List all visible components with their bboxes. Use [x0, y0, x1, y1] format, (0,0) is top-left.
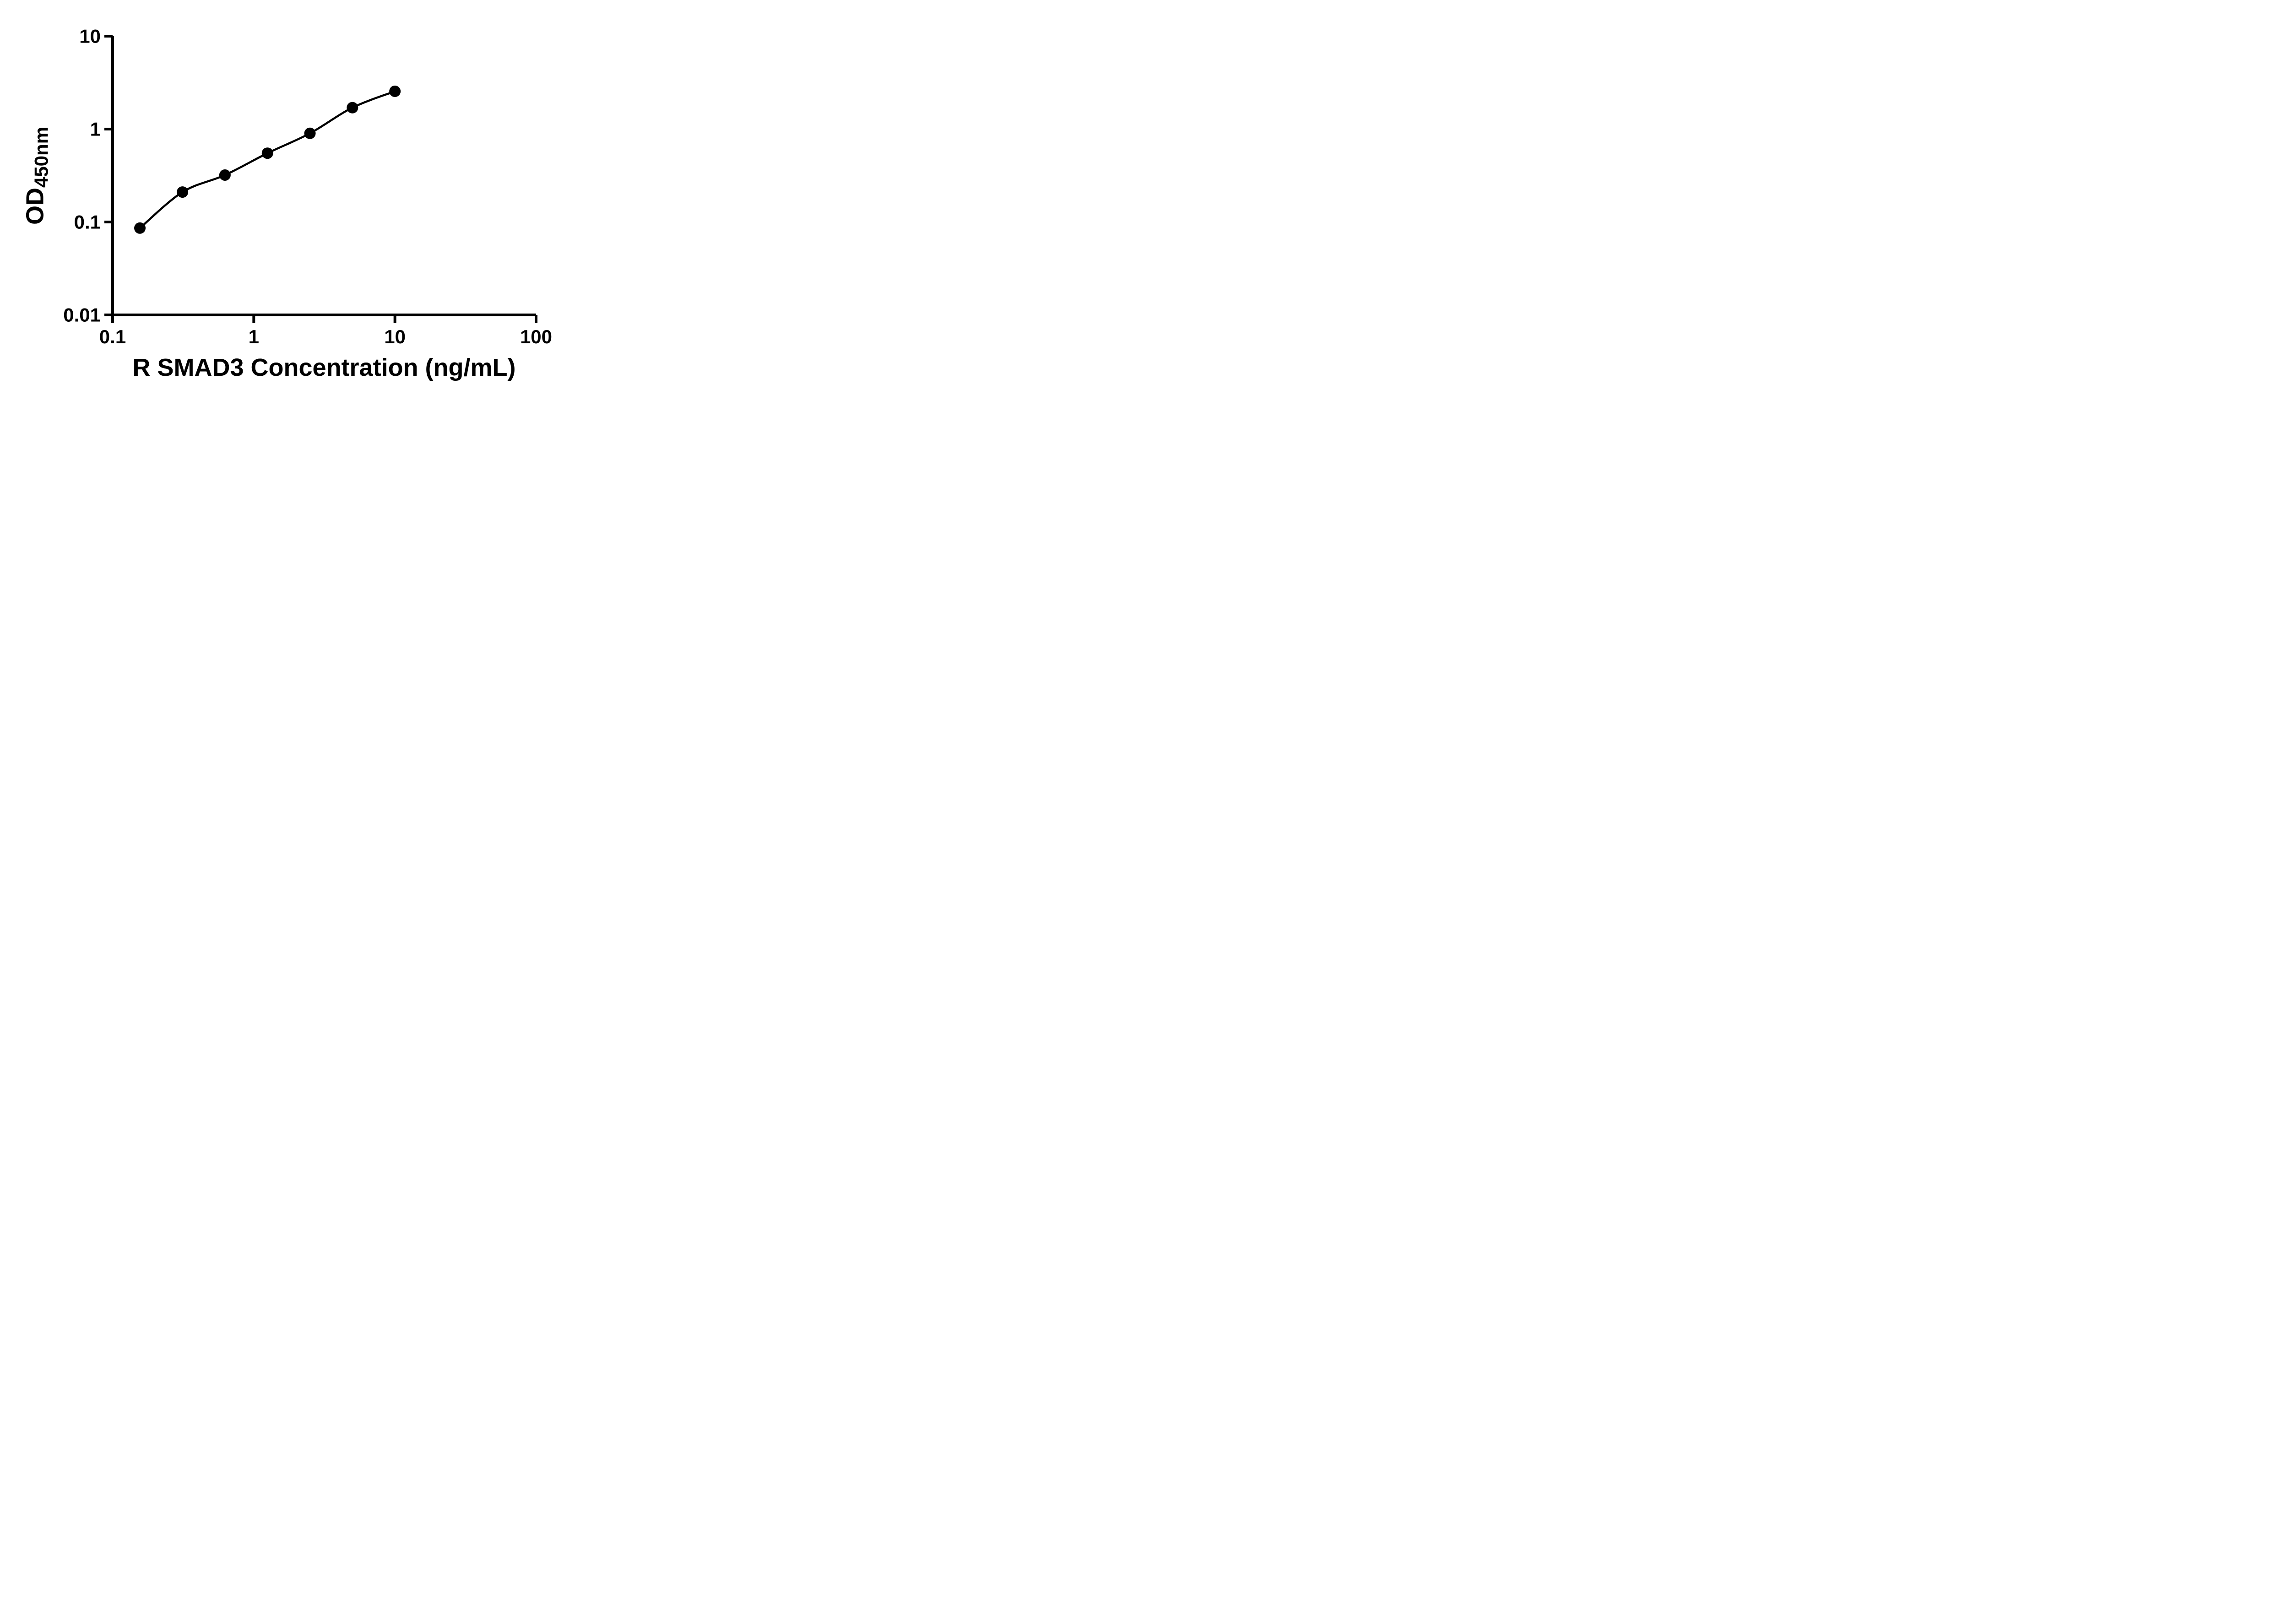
data-point — [304, 127, 316, 139]
y-tick-label: 10 — [79, 26, 101, 47]
data-point — [389, 85, 401, 97]
data-point — [219, 169, 231, 181]
y-axis-label-subscript: 450nm — [30, 126, 52, 188]
data-point — [177, 186, 189, 198]
y-tick-label: 0.1 — [74, 211, 101, 233]
y-axis-label-main: OD — [21, 188, 49, 225]
x-tick-label: 1 — [249, 326, 259, 347]
x-tick-label: 10 — [384, 326, 406, 347]
x-tick-label: 100 — [520, 326, 552, 347]
x-axis-label: R SMAD3 Concentration (ng/mL) — [132, 354, 516, 381]
elisa-standard-curve-figure: 0.1 1 10 100 0.01 0.1 1 10 OD450nm R SMAD3 Conc… — [0, 0, 590, 406]
data-point — [134, 222, 146, 234]
y-tick-label: 0.01 — [63, 304, 101, 326]
data-point — [347, 102, 358, 114]
y-tick-label: 1 — [90, 119, 101, 140]
x-tick-label: 0.1 — [99, 326, 126, 347]
y-axis-label: OD450nm — [21, 127, 53, 225]
fit-curve — [139, 90, 396, 229]
data-point — [261, 147, 273, 159]
